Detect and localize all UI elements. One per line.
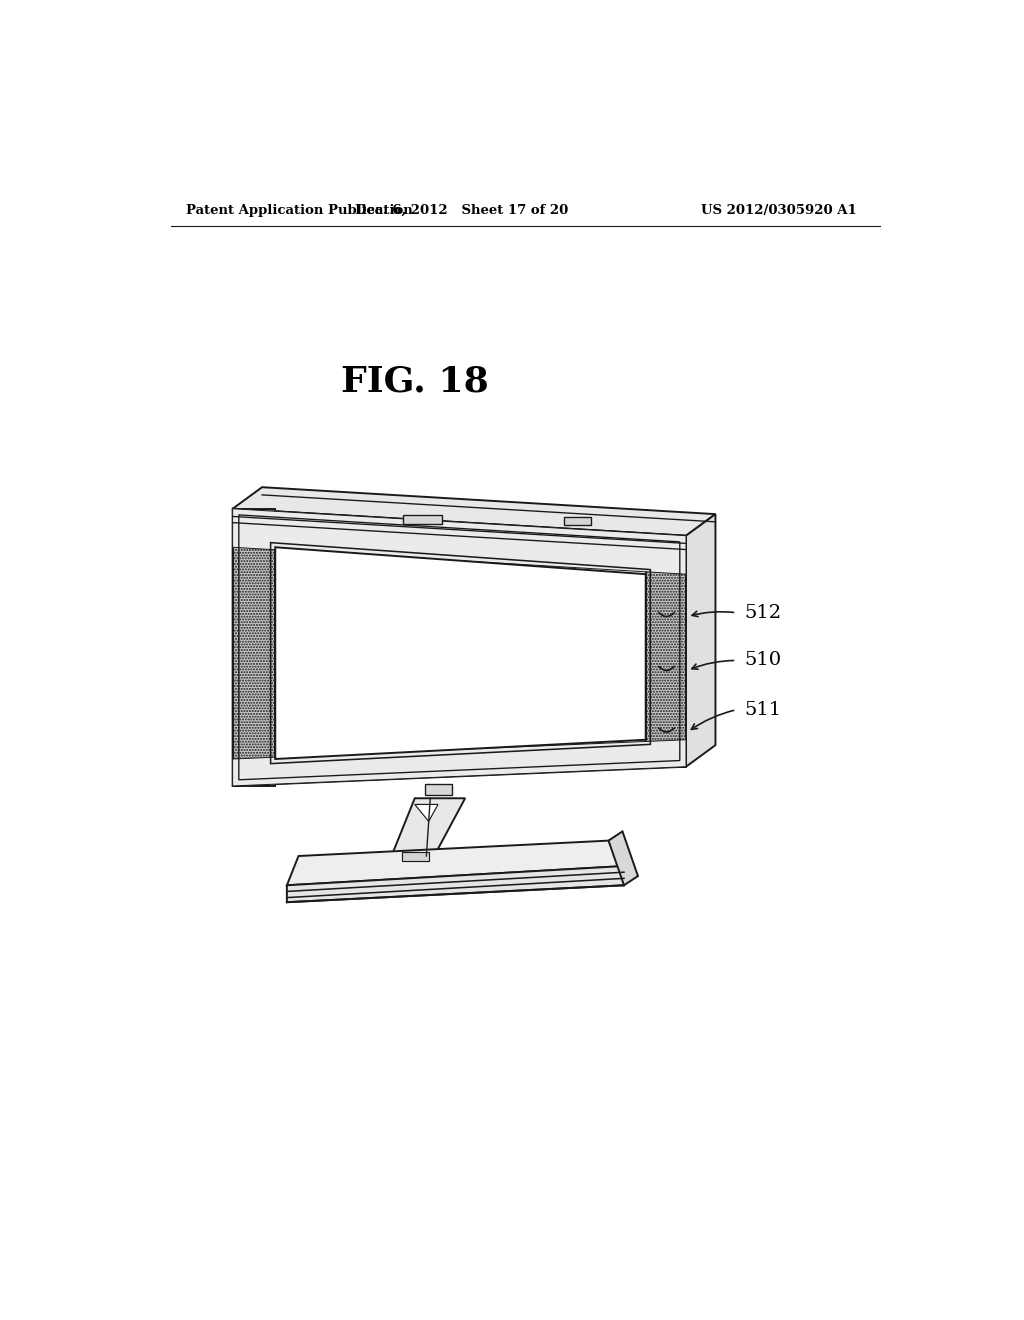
- Polygon shape: [608, 832, 638, 886]
- Polygon shape: [232, 508, 686, 785]
- Polygon shape: [232, 508, 686, 574]
- Text: 510: 510: [744, 652, 781, 669]
- Bar: [403, 515, 442, 524]
- Text: Dec. 6, 2012   Sheet 17 of 20: Dec. 6, 2012 Sheet 17 of 20: [354, 205, 568, 218]
- Polygon shape: [415, 804, 438, 821]
- Bar: [564, 517, 592, 524]
- Text: FIG. 18: FIG. 18: [341, 364, 488, 399]
- Text: 512: 512: [744, 603, 781, 622]
- Text: US 2012/0305920 A1: US 2012/0305920 A1: [700, 205, 856, 218]
- Polygon shape: [232, 487, 716, 536]
- Polygon shape: [391, 799, 465, 855]
- Polygon shape: [275, 548, 646, 759]
- Polygon shape: [232, 508, 275, 785]
- Polygon shape: [646, 536, 686, 767]
- Bar: [425, 784, 452, 795]
- Bar: [401, 853, 429, 862]
- Text: Patent Application Publication: Patent Application Publication: [186, 205, 413, 218]
- Polygon shape: [232, 739, 686, 785]
- Polygon shape: [287, 841, 624, 886]
- Text: 511: 511: [744, 701, 781, 718]
- Polygon shape: [287, 866, 624, 903]
- Polygon shape: [686, 515, 716, 767]
